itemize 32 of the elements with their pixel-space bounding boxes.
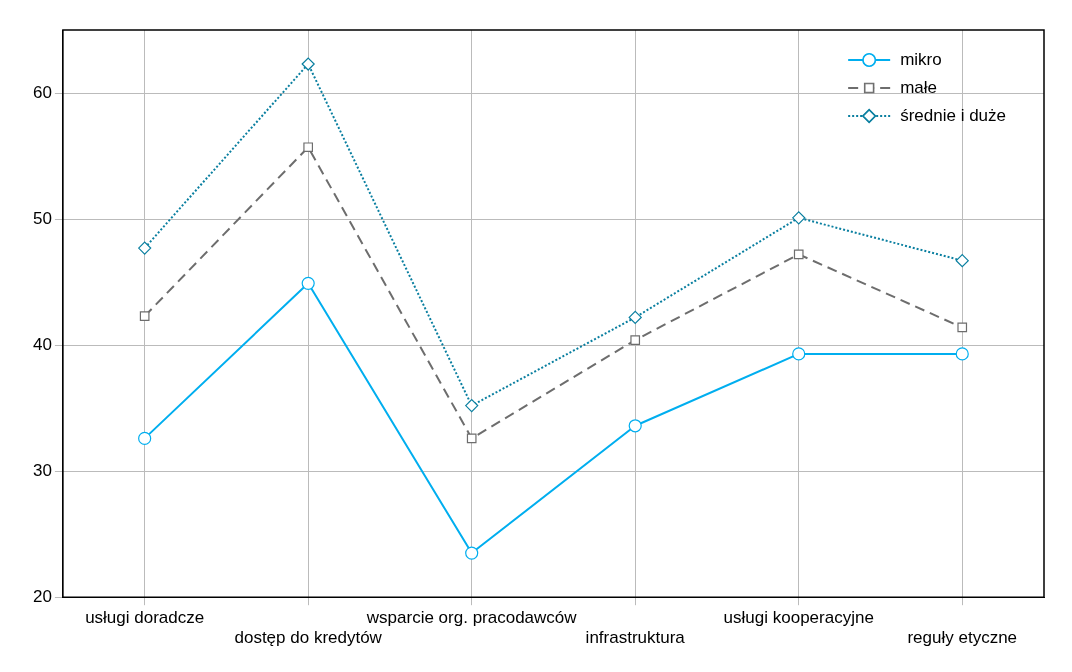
point bbox=[628, 419, 642, 433]
point bbox=[139, 311, 150, 321]
x-tick-label: usługi doradcze bbox=[85, 608, 205, 628]
point bbox=[301, 276, 315, 290]
point bbox=[793, 249, 804, 260]
legend-label: mikro bbox=[900, 49, 942, 69]
point bbox=[465, 546, 479, 560]
point bbox=[465, 399, 479, 413]
point bbox=[792, 211, 806, 225]
y-tick-label: 40 bbox=[32, 334, 52, 354]
legend-label: średnie i duże bbox=[900, 105, 1006, 125]
y-tick-label: 50 bbox=[32, 208, 52, 228]
legend-label: małe bbox=[900, 77, 938, 97]
point bbox=[466, 433, 477, 444]
x-tick-label: wsparcie org. pracodawców bbox=[365, 608, 578, 628]
x-tick-label: dostęp do kredytów bbox=[234, 628, 383, 648]
x-tick-label: reguły etyczne bbox=[907, 628, 1018, 648]
point bbox=[955, 254, 969, 268]
x-tick-label: usługi kooperacyjne bbox=[723, 608, 874, 628]
point bbox=[303, 142, 314, 153]
point bbox=[138, 431, 152, 445]
point bbox=[628, 310, 642, 324]
point bbox=[955, 347, 969, 361]
point bbox=[138, 241, 152, 255]
point bbox=[301, 57, 315, 71]
y-tick-label: 60 bbox=[32, 82, 52, 102]
y-tick-label: 30 bbox=[32, 460, 52, 480]
point bbox=[792, 347, 806, 361]
point bbox=[630, 335, 641, 345]
y-tick-label: 20 bbox=[32, 586, 52, 606]
x-tick-label: infrastruktura bbox=[585, 628, 686, 648]
point bbox=[957, 322, 968, 333]
